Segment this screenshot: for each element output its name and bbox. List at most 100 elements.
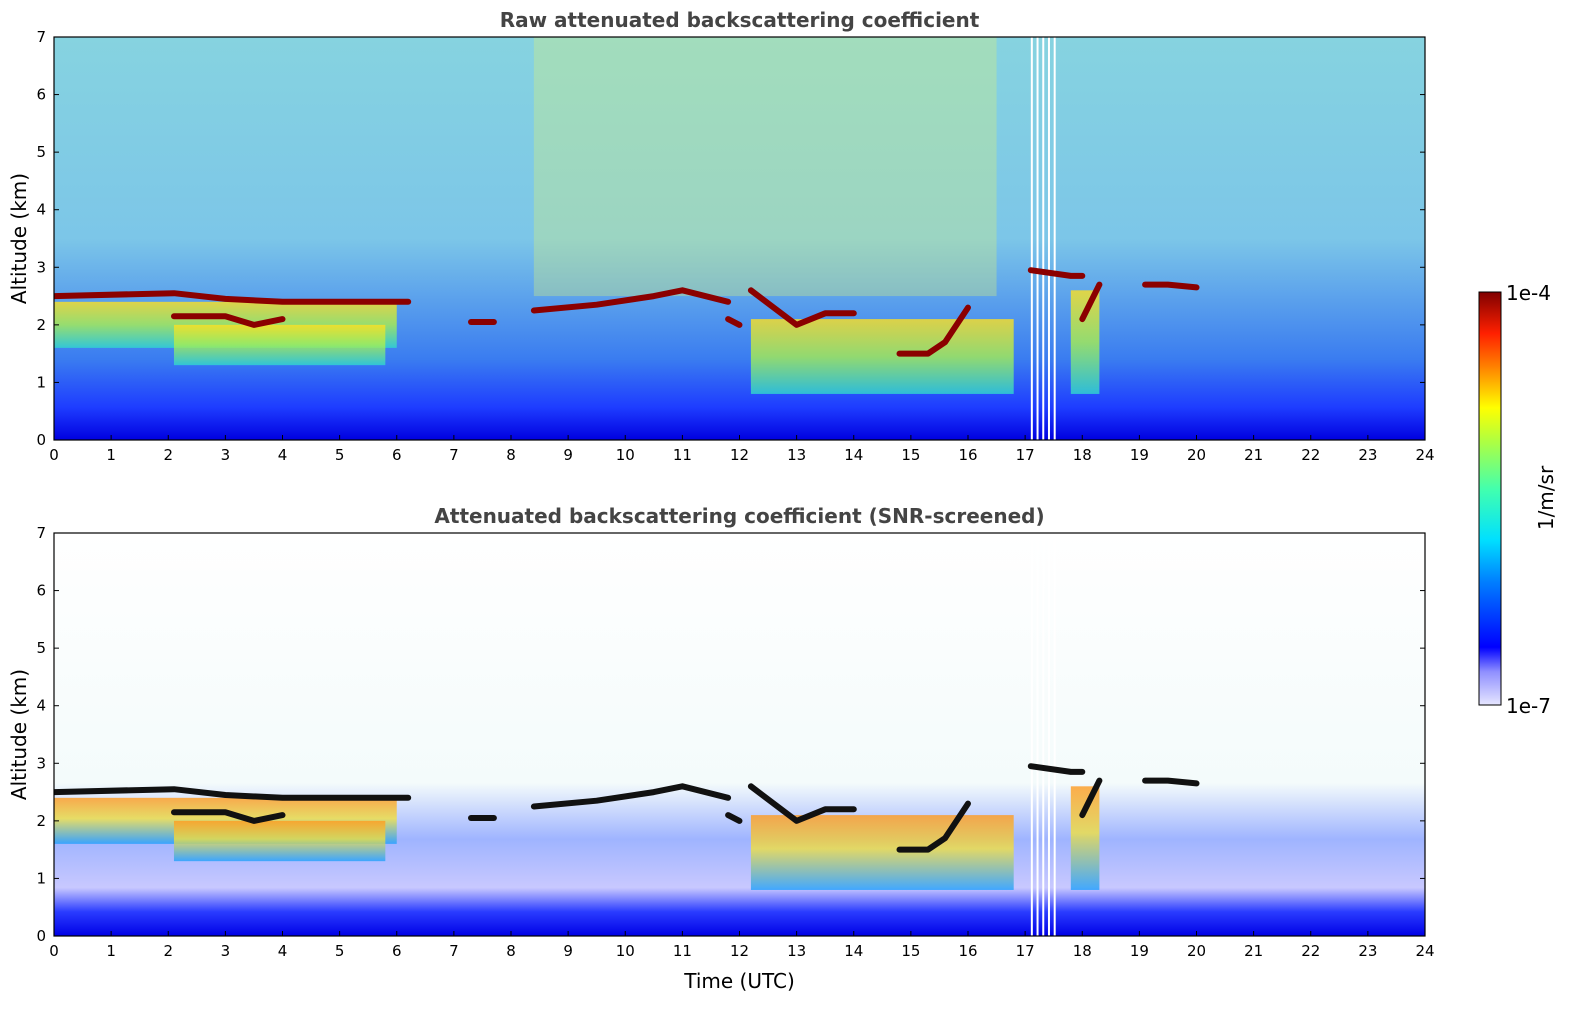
x-tick-label: 7 — [449, 942, 459, 960]
x-tick-label: 5 — [335, 942, 345, 960]
y-axis-ticks: 0 1 2 3 4 5 6 7 — [36, 524, 1425, 945]
x-tick-label: 23 — [1358, 942, 1377, 960]
x-tick-label: 20 — [1187, 942, 1206, 960]
signal-features — [54, 533, 1100, 936]
missing-data-stripe — [1053, 37, 1056, 440]
y-tick-label: 3 — [36, 258, 46, 276]
colorbar: 1e-4 1e-7 1/m/sr — [1478, 281, 1558, 718]
x-tick-label: 8 — [506, 446, 516, 464]
y-tick-label: 6 — [36, 86, 46, 104]
cloud-layer — [171, 313, 286, 328]
x-tick-label: 13 — [787, 446, 806, 464]
x-tick-label: 3 — [221, 942, 231, 960]
x-tick-label: 13 — [787, 942, 806, 960]
x-tick-label: 1 — [106, 446, 116, 464]
colorbar-unit-label: 1/m/sr — [1534, 465, 1558, 530]
signal-features — [54, 37, 1100, 440]
y-tick-label: 4 — [36, 697, 46, 715]
y-tick-label: 1 — [36, 373, 46, 391]
missing-data-stripe — [1036, 533, 1039, 936]
x-tick-label: 10 — [616, 446, 635, 464]
x-tick-label: 7 — [449, 446, 459, 464]
x-tick-label: 11 — [673, 446, 692, 464]
cloud-layer — [896, 304, 971, 357]
x-tick-label: 0 — [49, 942, 59, 960]
x-tick-label: 6 — [392, 942, 402, 960]
x-tick-label: 22 — [1301, 446, 1320, 464]
backscatter-field — [54, 533, 1425, 936]
aerosol-region — [750, 815, 1014, 890]
cloud-layers — [54, 267, 1200, 357]
cloud-layer — [747, 783, 857, 824]
x-tick-label: 0 — [49, 446, 59, 464]
x-tick-label: 16 — [958, 942, 977, 960]
cloud-layer — [1079, 281, 1103, 323]
x-tick-label: 17 — [1016, 446, 1035, 464]
x-axis-label: Time (UTC) — [683, 969, 795, 993]
y-tick-label: 2 — [36, 316, 46, 334]
cloud-layer — [1027, 763, 1086, 775]
y-axis-label: Altitude (km) — [7, 669, 31, 800]
aerosol-region — [1070, 290, 1100, 394]
x-tick-label: 12 — [730, 446, 749, 464]
x-tick-label: 5 — [335, 446, 345, 464]
x-tick-label: 19 — [1130, 446, 1149, 464]
raw-backscatter-panel: Raw attenuated backscattering coefficien… — [7, 8, 1435, 464]
x-axis-ticks: 0 1 2 3 4 5 6 7 8 9 10 11 12 13 14 15 16 17 18 19 20 21 22 23 24 — [49, 435, 1435, 464]
y-tick-label: 5 — [36, 639, 46, 657]
cloud-layer — [725, 812, 743, 824]
y-tick-label: 1 — [36, 869, 46, 887]
missing-data-stripe — [1047, 533, 1050, 936]
missing-data-stripe — [1036, 37, 1039, 440]
cloud-layers — [54, 763, 1200, 853]
y-tick-label: 7 — [36, 28, 46, 46]
backscatter-field — [54, 37, 1425, 440]
y-tick-label: 6 — [36, 582, 46, 600]
x-tick-label: 18 — [1073, 942, 1092, 960]
x-tick-label: 14 — [844, 942, 863, 960]
panel-title: Attenuated backscattering coefficient (S… — [434, 504, 1044, 528]
x-tick-label: 22 — [1301, 942, 1320, 960]
cloud-layer — [1079, 777, 1103, 819]
x-axis-ticks: 0 1 2 3 4 5 6 7 8 9 10 11 12 13 14 15 16 17 18 19 20 21 22 23 24 — [49, 931, 1435, 960]
x-tick-label: 12 — [730, 942, 749, 960]
x-tick-label: 2 — [163, 446, 173, 464]
cloud-layer — [1142, 281, 1200, 291]
missing-data-stripe — [1042, 533, 1045, 936]
cloud-layer — [530, 783, 732, 810]
cloud-layer — [54, 786, 412, 801]
x-tick-label: 11 — [673, 942, 692, 960]
x-tick-label: 16 — [958, 446, 977, 464]
missing-data-stripe — [1047, 37, 1050, 440]
x-tick-label: 15 — [901, 942, 920, 960]
colorbar-min-label: 1e-7 — [1506, 694, 1551, 718]
panel-title: Raw attenuated backscattering coefficien… — [500, 8, 980, 32]
aerosol-region — [1070, 786, 1100, 890]
daylight-noise-region — [533, 37, 997, 297]
cloud-layer — [1142, 777, 1200, 787]
cloud-layer — [54, 290, 412, 305]
colorbar-max-label: 1e-4 — [1506, 281, 1551, 305]
x-tick-label: 14 — [844, 446, 863, 464]
missing-data-stripe — [1030, 37, 1033, 440]
cloud-layer — [1027, 267, 1086, 279]
aerosol-region — [173, 820, 386, 862]
y-axis-ticks: 0 1 2 3 4 5 6 7 — [36, 28, 1425, 449]
cloud-layer — [530, 287, 732, 314]
x-tick-label: 21 — [1244, 446, 1263, 464]
x-tick-label: 2 — [163, 942, 173, 960]
x-tick-label: 15 — [901, 446, 920, 464]
aerosol-region — [173, 324, 386, 366]
aerosol-region — [750, 319, 1014, 394]
x-tick-label: 8 — [506, 942, 516, 960]
y-tick-label: 7 — [36, 524, 46, 542]
x-tick-label: 4 — [278, 942, 288, 960]
y-tick-label: 4 — [36, 201, 46, 219]
x-tick-label: 24 — [1415, 446, 1434, 464]
x-tick-label: 6 — [392, 446, 402, 464]
y-tick-label: 0 — [36, 431, 46, 449]
cloud-layer — [725, 316, 743, 328]
y-tick-label: 5 — [36, 143, 46, 161]
x-tick-label: 3 — [221, 446, 231, 464]
x-tick-label: 10 — [616, 942, 635, 960]
